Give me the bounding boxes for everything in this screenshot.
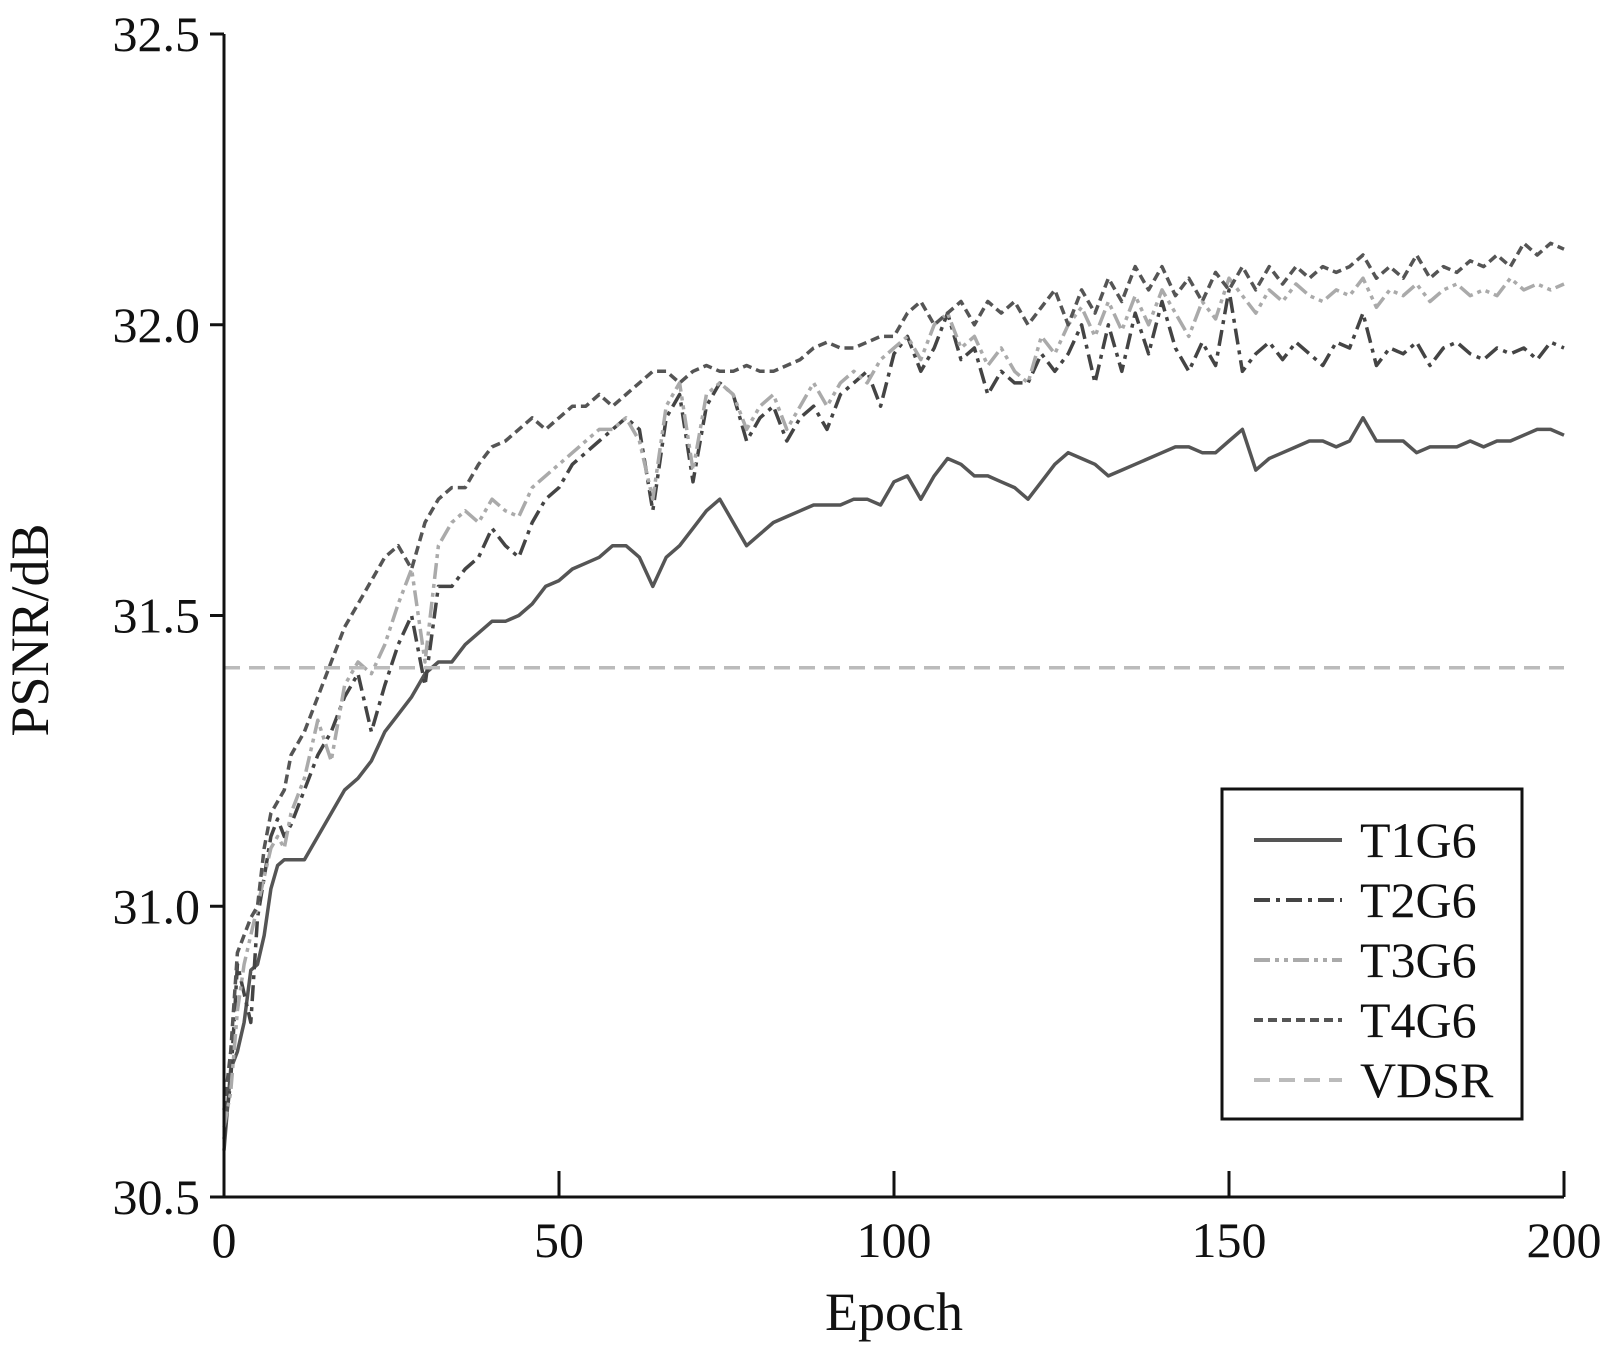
legend-box xyxy=(1220,787,1524,1121)
series-line-t3g6 xyxy=(222,276,1565,1128)
legend-label-t4g6: T4G6 xyxy=(1360,992,1477,1048)
legend-label-t1g6: T1G6 xyxy=(1360,812,1477,868)
y-axis-title: PSNR/dB xyxy=(0,523,60,736)
x-tick-label: 50 xyxy=(534,1212,584,1268)
plot-area xyxy=(222,241,1565,1151)
legend-label-vdsr: VDSR xyxy=(1360,1052,1494,1108)
y-tick-label: 32.0 xyxy=(113,297,201,353)
y-tick-label: 32.5 xyxy=(113,6,201,62)
x-tick-label: 0 xyxy=(212,1212,237,1268)
ticks: 0 50 100 150 200 30.5 31.0 31.5 32.0 32.5 xyxy=(113,6,1602,1268)
y-tick-label: 30.5 xyxy=(113,1169,201,1225)
x-tick-label: 100 xyxy=(857,1212,932,1268)
y-tick-label: 31.5 xyxy=(113,588,201,644)
x-axis-title: Epoch xyxy=(825,1282,963,1342)
legend-label-t3g6: T3G6 xyxy=(1360,932,1477,988)
series-line-t1g6 xyxy=(222,416,1565,1151)
y-tick-label: 31.0 xyxy=(113,878,201,934)
series-line-t4g6 xyxy=(222,241,1565,1111)
legend-label-t2g6: T2G6 xyxy=(1360,872,1477,928)
x-tick-label: 200 xyxy=(1527,1212,1602,1268)
x-tick-label: 150 xyxy=(1192,1212,1267,1268)
